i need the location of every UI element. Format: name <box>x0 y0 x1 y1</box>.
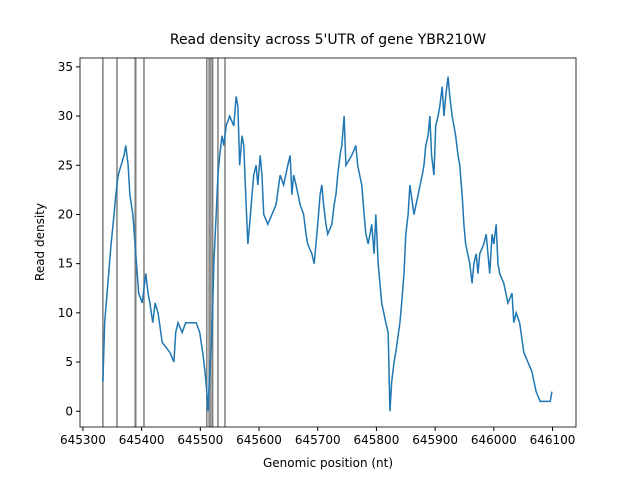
y-tick-label: 20 <box>58 207 73 221</box>
x-tick-label: 645600 <box>236 433 282 447</box>
y-tick-label: 5 <box>65 355 73 369</box>
y-tick-label: 15 <box>58 257 73 271</box>
x-tick-label: 645500 <box>177 433 223 447</box>
x-tick-label: 645400 <box>119 433 165 447</box>
x-tick-label: 645300 <box>60 433 106 447</box>
x-tick-label: 646000 <box>471 433 517 447</box>
chart-title: Read density across 5'UTR of gene YBR210… <box>170 32 486 48</box>
y-axis-label: Read density <box>33 203 47 281</box>
y-tick-label: 0 <box>65 404 73 418</box>
y-tick-label: 35 <box>58 60 73 74</box>
x-tick-label: 645800 <box>354 433 400 447</box>
x-tick-label: 646100 <box>530 433 576 447</box>
x-tick-label: 645700 <box>295 433 341 447</box>
data-line <box>102 76 553 412</box>
plot-frame <box>79 57 577 428</box>
x-tick-label: 645900 <box>412 433 458 447</box>
x-axis-label: Genomic position (nt) <box>263 456 393 470</box>
y-tick-label: 30 <box>58 109 73 123</box>
y-tick-label: 25 <box>58 158 73 172</box>
y-tick-label: 10 <box>58 306 73 320</box>
